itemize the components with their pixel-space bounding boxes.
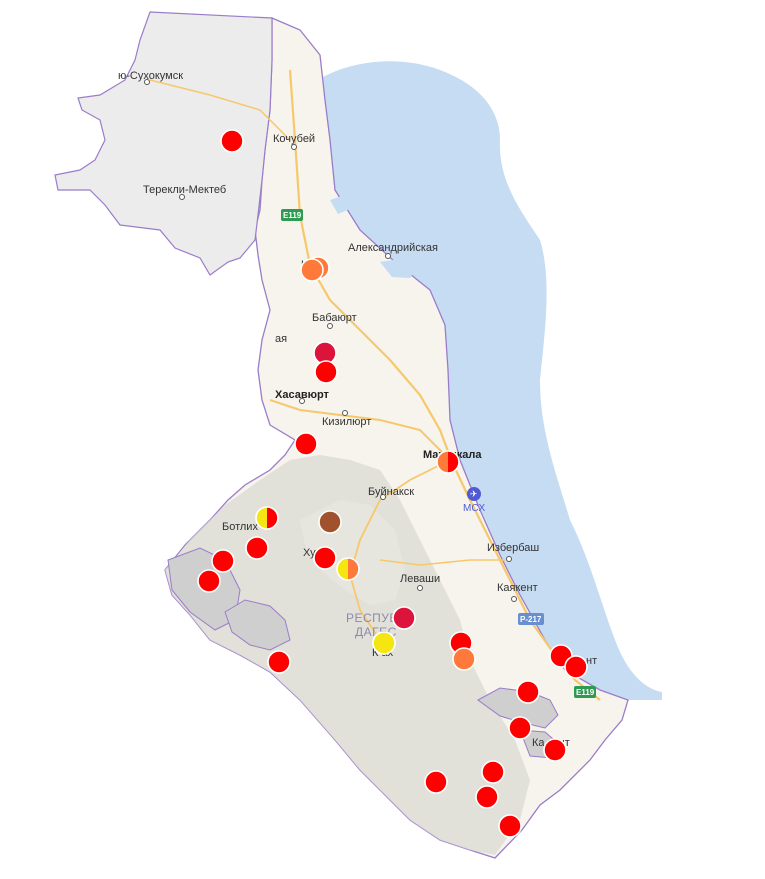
town-dots bbox=[144, 79, 517, 602]
label-babayurt: Бабаюрт bbox=[312, 312, 357, 324]
marker-fill-right bbox=[448, 451, 459, 473]
northern-district bbox=[54, 11, 273, 276]
marker-10[interactable] bbox=[245, 536, 269, 560]
label-suhokumsk: ю-Сухокумск bbox=[118, 70, 183, 82]
marker-fill bbox=[211, 549, 235, 573]
label-airport: MCX bbox=[463, 503, 486, 514]
shield-e119-south-text: E119 bbox=[576, 688, 595, 697]
lake-1 bbox=[380, 258, 418, 278]
shield-e119-north: E119 bbox=[281, 209, 303, 221]
road-west bbox=[269, 399, 451, 461]
label-kizilyurt: Кизилюрт bbox=[322, 416, 371, 428]
marker-fill bbox=[245, 536, 269, 560]
markers-layer bbox=[197, 129, 588, 838]
road-buynaksk bbox=[349, 459, 451, 641]
marker-21[interactable] bbox=[564, 655, 588, 679]
marker-22[interactable] bbox=[516, 680, 540, 704]
marker-23[interactable] bbox=[508, 716, 532, 740]
marker-fill-left bbox=[337, 558, 348, 580]
label-khasavyurt: Хасавюрт bbox=[275, 389, 330, 401]
label-khunzakh: Ху bbox=[303, 547, 316, 559]
marker-11[interactable] bbox=[211, 549, 235, 573]
marker-ring bbox=[336, 557, 360, 581]
marker-fill bbox=[267, 650, 291, 674]
marker-24[interactable] bbox=[543, 738, 567, 762]
marker-fill bbox=[294, 432, 318, 456]
marker-fill bbox=[564, 655, 588, 679]
marker-27[interactable] bbox=[475, 785, 499, 809]
marker-fill bbox=[220, 129, 244, 153]
marker-8[interactable] bbox=[255, 506, 279, 530]
marker-9[interactable] bbox=[318, 510, 342, 534]
marker-15[interactable] bbox=[392, 606, 416, 630]
marker-fill bbox=[318, 510, 342, 534]
marker-fill-right bbox=[267, 507, 278, 529]
marker-fill bbox=[372, 631, 396, 655]
label-levashi: Леваши bbox=[400, 573, 440, 585]
marker-ring bbox=[436, 450, 460, 474]
marker-fill bbox=[543, 738, 567, 762]
marker-14[interactable] bbox=[336, 557, 360, 581]
marker-25[interactable] bbox=[481, 760, 505, 784]
marker-fill bbox=[314, 360, 338, 384]
svg-text:✈: ✈ bbox=[470, 490, 478, 500]
marker-fill-right bbox=[348, 558, 359, 580]
marker-fill bbox=[516, 680, 540, 704]
shield-e119-north-text: E119 bbox=[283, 211, 302, 220]
label-terekli: Терекли-Мектеб bbox=[143, 184, 226, 196]
marker-ring bbox=[255, 506, 279, 530]
label-kochubei: Кочубей bbox=[273, 133, 315, 145]
marker-fill-left bbox=[256, 507, 267, 529]
marker-16[interactable] bbox=[372, 631, 396, 655]
shield-p217: P-217 bbox=[518, 613, 544, 625]
lake-2 bbox=[330, 195, 352, 214]
marker-6[interactable] bbox=[294, 432, 318, 456]
airport-icon: ✈ bbox=[467, 487, 481, 501]
shield-e119-south: E119 bbox=[574, 686, 596, 698]
marker-fill bbox=[313, 546, 337, 570]
label-buynaksk: Буйнакск bbox=[368, 486, 414, 498]
marker-fill bbox=[508, 716, 532, 740]
marker-12[interactable] bbox=[197, 569, 221, 593]
marker-fill bbox=[452, 647, 476, 671]
marker-fill-left bbox=[437, 451, 448, 473]
label-aleksandriyskaya: Александрийская bbox=[348, 242, 438, 254]
marker-fill bbox=[498, 814, 522, 838]
marker-13[interactable] bbox=[313, 546, 337, 570]
marker-28[interactable] bbox=[498, 814, 522, 838]
label-kayakent: Каякент bbox=[497, 582, 538, 594]
label-izberbash: Избербаш bbox=[487, 542, 539, 554]
road-north-south bbox=[288, 69, 454, 463]
enclave-west-2 bbox=[224, 599, 291, 651]
road-north-west bbox=[149, 79, 291, 141]
marker-7[interactable] bbox=[436, 450, 460, 474]
marker-19[interactable] bbox=[267, 650, 291, 674]
marker-1[interactable] bbox=[220, 129, 244, 153]
marker-fill bbox=[197, 569, 221, 593]
label-derbent: нт bbox=[586, 655, 597, 667]
shield-p217-text: P-217 bbox=[520, 615, 542, 624]
marker-3[interactable] bbox=[300, 258, 324, 282]
road-levashi bbox=[379, 559, 505, 566]
marker-18[interactable] bbox=[452, 647, 476, 671]
lake-3 bbox=[440, 232, 492, 262]
marker-fill bbox=[300, 258, 324, 282]
marker-fill bbox=[424, 770, 448, 794]
marker-26[interactable] bbox=[424, 770, 448, 794]
caspian-sea bbox=[314, 61, 662, 701]
marker-5[interactable] bbox=[314, 360, 338, 384]
marker-fill bbox=[481, 760, 505, 784]
label-botlikh: Ботлих bbox=[222, 521, 258, 533]
marker-fill bbox=[475, 785, 499, 809]
marker-fill bbox=[392, 606, 416, 630]
label-aya: ая bbox=[275, 333, 287, 345]
